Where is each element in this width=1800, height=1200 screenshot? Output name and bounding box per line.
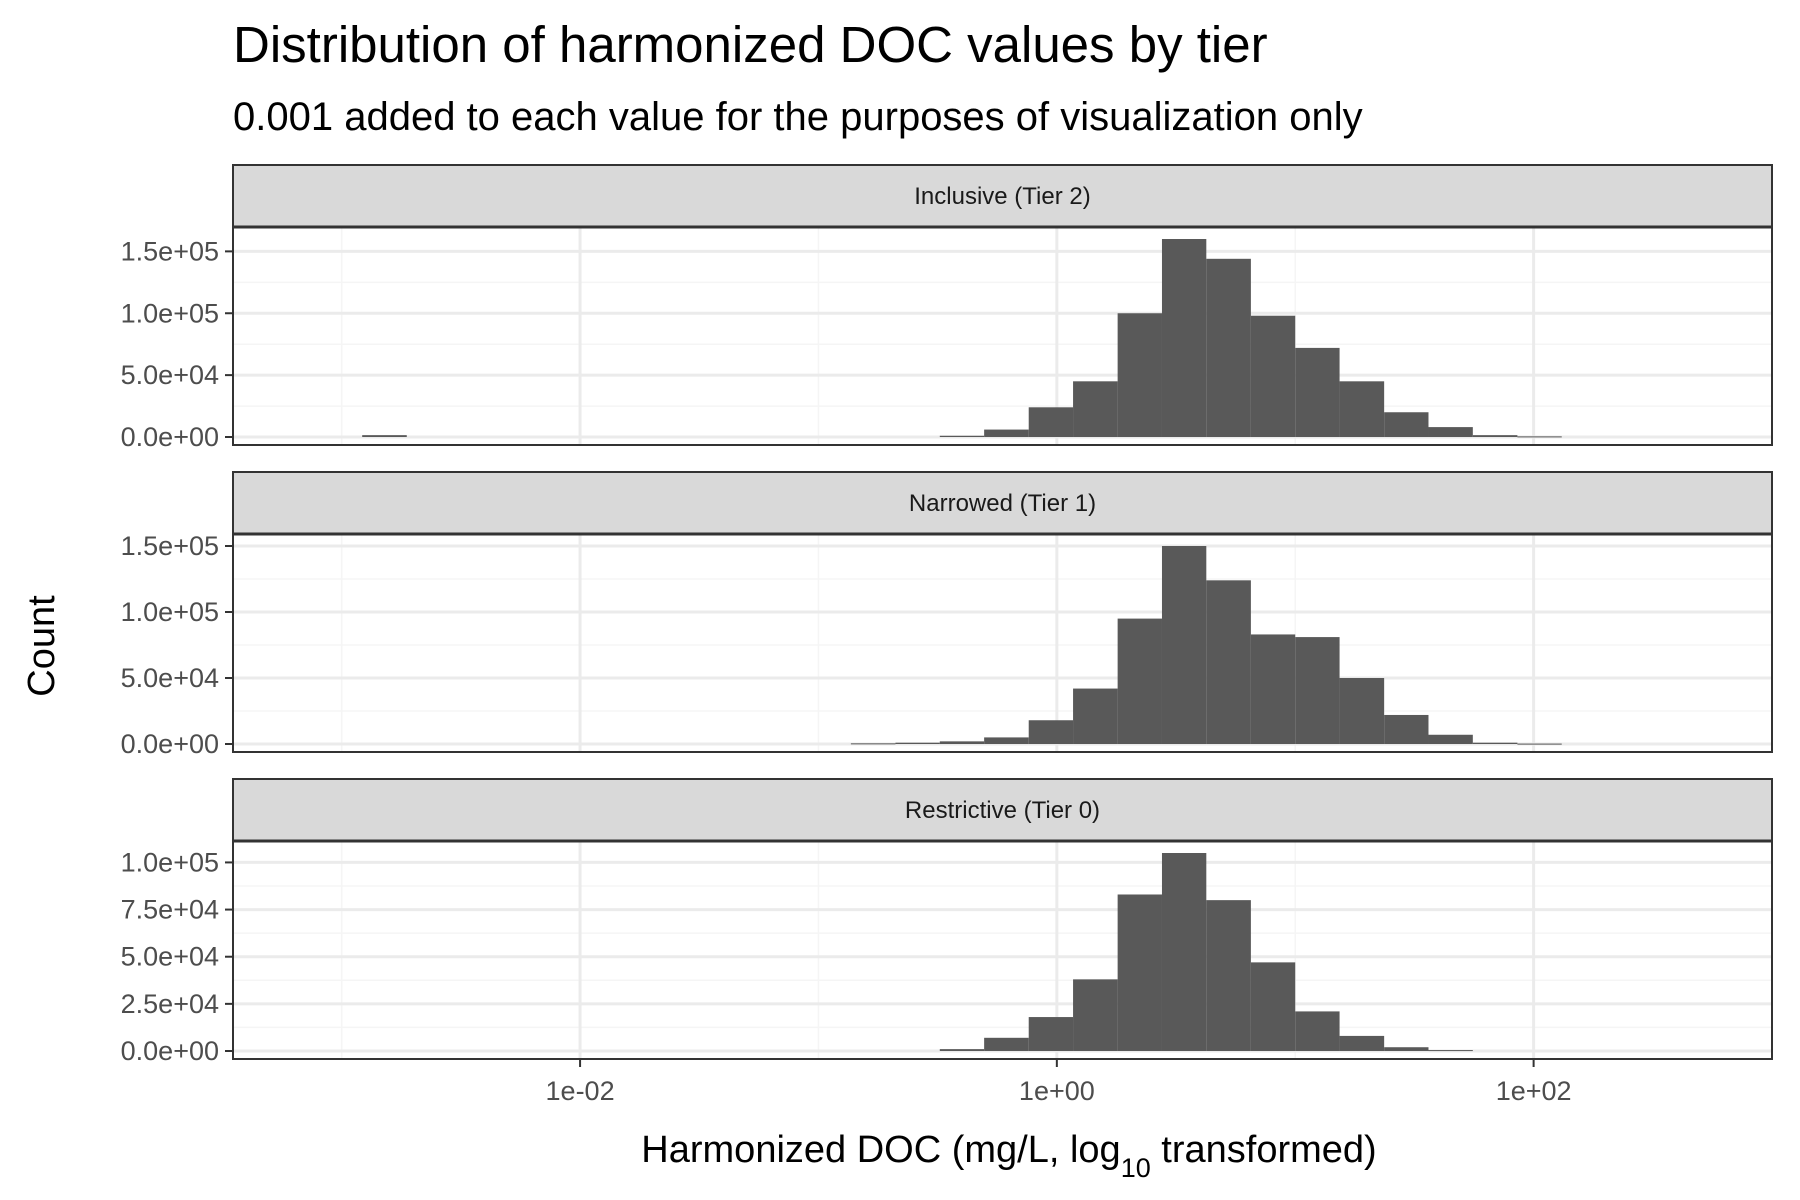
histogram-bar [1206,900,1251,1051]
histogram-bar [850,743,896,745]
facet-strip [232,164,1773,228]
panel-background [233,841,1772,1059]
y-tick-label: 1.0e+05 [121,597,219,627]
histogram-bar [1472,742,1518,744]
chart-subtitle: 0.001 added to each value for the purpos… [233,95,1363,139]
y-tick-label: 5.0e+04 [121,663,219,693]
histogram-bar [939,741,985,744]
histogram-bar [1295,637,1340,744]
histogram-bar [984,429,1029,437]
histogram-bar [1250,315,1296,437]
histogram-bar [1117,618,1162,744]
y-tick-label: 1.0e+05 [121,847,219,877]
panel-background [233,534,1772,752]
x-axis: 1e-02 1e+00 1e+02 [546,1059,1572,1106]
facet-panel: Inclusive (Tier 2) 0.0e+00 5.0e+04 1.0e+05 1… [121,164,1773,452]
histogram-bar [1428,734,1473,744]
histogram-bar [939,1049,985,1051]
chart-title: Distribution of harmonized DOC values by… [233,16,1268,73]
facet-strip [232,471,1773,535]
facet-strip-label: Inclusive (Tier 2) [914,183,1090,210]
y-tick-label: 0.0e+00 [121,422,219,452]
histogram-bar [1339,678,1385,744]
histogram-bar [1161,853,1207,1051]
histogram-bar [1250,962,1296,1051]
facet-panel: Restrictive (Tier 0) 0.0e+00 2.5e+04 5.0e+0… [121,778,1773,1066]
histogram-bar [1384,1047,1429,1051]
x-tick-label: 1e+02 [1496,1076,1572,1106]
y-tick-label: 0.0e+00 [121,729,219,759]
y-tick-label: 0.0e+00 [121,1036,219,1066]
histogram-bar [1295,1011,1340,1051]
histogram-bar [1028,720,1074,744]
histogram-bar [895,742,940,744]
histogram-bar [1339,381,1385,437]
y-tick-label: 2.5e+04 [121,989,219,1019]
histogram-bar [984,1037,1029,1051]
histogram-bar [939,435,985,437]
facet-strip-label: Narrowed (Tier 1) [909,490,1096,517]
histogram-bar [1428,1050,1473,1052]
histogram-bar [1028,407,1074,437]
y-tick-label: 1.5e+05 [121,236,219,266]
x-axis-title: Harmonized DOC (mg/L, log10 transformed) [641,1129,1376,1183]
histogram-bar [362,435,407,437]
histogram-bar [1250,634,1296,744]
y-tick-label: 1.5e+05 [121,531,219,561]
x-tick-label: 1e-02 [546,1076,615,1106]
y-tick-label: 1.0e+05 [121,298,219,328]
histogram-bar [1472,435,1518,437]
histogram-bar [1428,427,1473,437]
histogram-bar [1117,313,1162,437]
y-tick-label: 5.0e+04 [121,360,219,390]
panel-background [233,227,1772,445]
histogram-bar [1028,1017,1074,1051]
facet-panels: Inclusive (Tier 2) 0.0e+00 5.0e+04 1.0e+05 1… [121,164,1773,1066]
histogram-bar [1073,381,1118,437]
x-axis-title-main: Harmonized DOC (mg/L, [641,1129,1070,1171]
y-tick-label: 5.0e+04 [121,942,219,972]
histogram-bar [1295,347,1340,437]
histogram-bar [1117,894,1162,1051]
facet-strip [232,778,1773,842]
histogram-bar [1384,412,1429,437]
histogram-bar [984,737,1029,744]
histogram-bar [1073,979,1118,1051]
facet-strip-label: Restrictive (Tier 0) [905,797,1100,824]
x-tick-label: 1e+00 [1019,1076,1095,1106]
facet-panel: Narrowed (Tier 1) 0.0e+00 5.0e+04 1.0e+05 1.… [121,471,1773,759]
histogram-bar [1073,688,1118,744]
x-axis-title-log-subscript: 10 [1121,1153,1151,1183]
y-axis-title: Count [21,595,63,697]
histogram-bar [1206,580,1251,744]
histogram-bar [1161,239,1207,437]
histogram-bar [1384,714,1429,744]
histogram-bar [1517,436,1562,438]
histogram-bar [1161,546,1207,744]
histogram-bar [1206,258,1251,437]
x-axis-title-log: log [1070,1129,1121,1171]
x-axis-title-rest: transformed) [1151,1129,1377,1171]
y-tick-label: 7.5e+04 [121,895,219,925]
histogram-bar [1517,743,1562,745]
histogram-bar [1339,1035,1385,1051]
